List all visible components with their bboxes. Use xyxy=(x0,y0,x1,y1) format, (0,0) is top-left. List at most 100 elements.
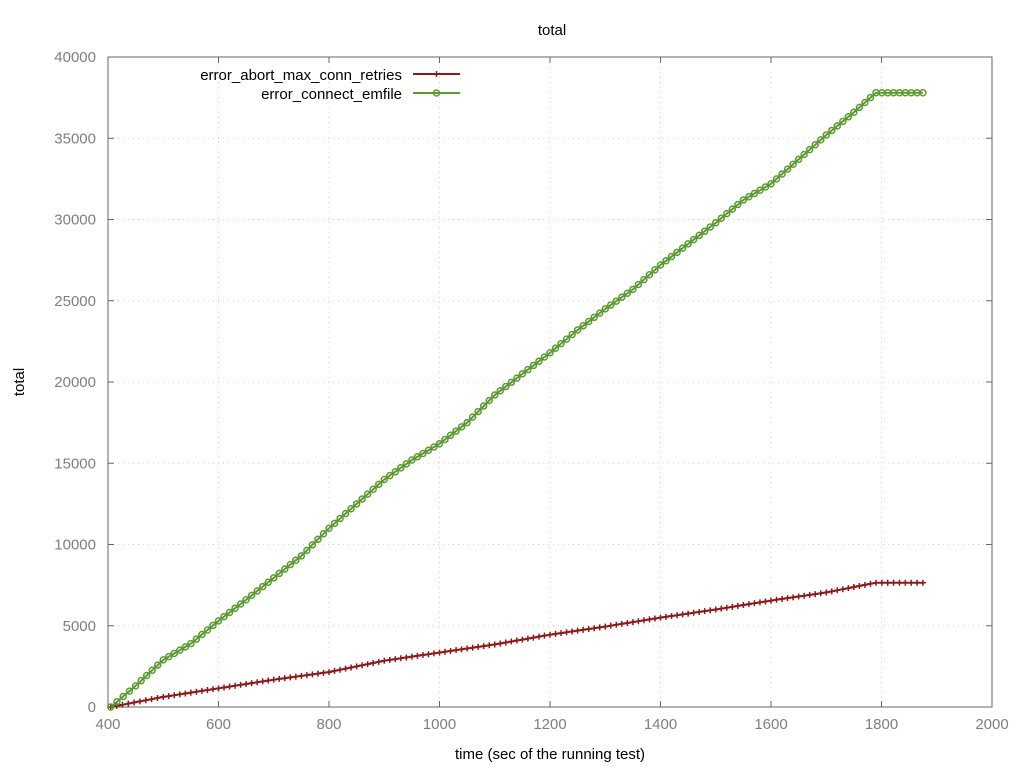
data-point xyxy=(547,631,553,638)
data-point xyxy=(867,580,874,587)
data-point xyxy=(363,490,372,498)
data-point xyxy=(198,630,206,639)
data-point xyxy=(447,647,454,654)
data-point xyxy=(341,509,350,518)
data-point xyxy=(844,113,853,121)
series xyxy=(107,89,927,711)
data-point xyxy=(834,587,841,594)
data-point xyxy=(822,131,830,139)
data-point xyxy=(381,657,388,664)
data-point xyxy=(662,257,670,265)
data-point xyxy=(113,697,121,706)
data-point xyxy=(148,696,155,703)
data-point xyxy=(369,485,377,493)
data-point xyxy=(231,604,239,612)
data-point xyxy=(125,687,134,695)
data-point xyxy=(154,695,161,702)
data-point xyxy=(171,692,178,699)
data-point xyxy=(817,590,824,597)
data-point xyxy=(107,703,115,711)
data-point xyxy=(374,480,383,489)
data-point xyxy=(513,637,520,644)
data-point xyxy=(507,378,516,387)
data-point xyxy=(651,615,658,622)
data-point xyxy=(314,535,322,544)
data-point xyxy=(845,585,852,592)
data-point xyxy=(601,305,609,313)
data-point xyxy=(258,582,267,591)
data-point xyxy=(286,560,295,569)
ticks: 400 600 800 1000 1200 1400 1600 1800 20000500010… xyxy=(54,49,1008,733)
data-point xyxy=(563,629,570,636)
data-point xyxy=(320,669,327,676)
data-point xyxy=(485,396,493,405)
data-point xyxy=(696,608,703,615)
chart-title: total xyxy=(538,22,566,39)
data-point xyxy=(712,219,720,227)
data-point xyxy=(590,313,598,322)
data-point xyxy=(723,209,731,218)
data-point xyxy=(850,584,857,591)
data-point xyxy=(839,117,847,126)
data-point xyxy=(723,604,730,611)
data-point xyxy=(359,662,366,669)
x-tick-label: 1200 xyxy=(533,716,566,733)
data-point xyxy=(800,150,808,159)
data-point xyxy=(695,231,703,240)
data-point xyxy=(618,293,626,301)
data-point xyxy=(397,464,405,472)
y-tick-label: 20000 xyxy=(54,374,96,391)
data-point xyxy=(165,693,172,700)
data-point xyxy=(569,628,576,635)
x-tick-label: 1000 xyxy=(423,716,456,733)
data-point xyxy=(469,644,476,651)
data-point xyxy=(756,599,763,606)
data-point xyxy=(828,126,836,135)
series-1 xyxy=(107,89,927,711)
data-point xyxy=(784,595,791,602)
data-point xyxy=(181,643,190,651)
data-point xyxy=(551,344,560,352)
data-point xyxy=(640,617,647,624)
data-point xyxy=(430,443,438,451)
data-point xyxy=(408,456,416,464)
data-point xyxy=(270,676,277,683)
data-point xyxy=(624,619,631,626)
data-point xyxy=(552,630,559,637)
data-point xyxy=(535,633,542,640)
data-point xyxy=(425,651,432,658)
data-point xyxy=(247,591,256,600)
data-point xyxy=(502,639,509,646)
data-point xyxy=(712,606,719,613)
data-point xyxy=(773,596,780,603)
data-point xyxy=(215,685,222,692)
legend-marker xyxy=(433,71,440,77)
data-point xyxy=(635,618,642,625)
data-point xyxy=(580,626,587,633)
data-point xyxy=(861,98,869,107)
data-point xyxy=(475,643,482,650)
data-point xyxy=(700,227,709,235)
data-point xyxy=(861,581,868,588)
data-point xyxy=(557,339,565,348)
data-point xyxy=(618,620,625,627)
data-point xyxy=(319,530,328,538)
data-point xyxy=(668,613,675,619)
data-point xyxy=(232,682,239,689)
data-point xyxy=(386,656,393,663)
data-point xyxy=(474,407,482,416)
data-point xyxy=(902,579,909,586)
data-point xyxy=(634,280,643,289)
data-point xyxy=(866,93,875,102)
data-point xyxy=(811,141,819,149)
y-tick-label: 25000 xyxy=(54,293,96,310)
data-point xyxy=(414,652,421,659)
data-point xyxy=(358,495,366,503)
data-point xyxy=(646,616,653,623)
data-point xyxy=(890,579,897,586)
data-point xyxy=(348,664,355,671)
data-point xyxy=(717,214,726,222)
data-point xyxy=(591,625,598,632)
data-point xyxy=(602,623,609,630)
x-tick-label: 2000 xyxy=(975,716,1008,733)
